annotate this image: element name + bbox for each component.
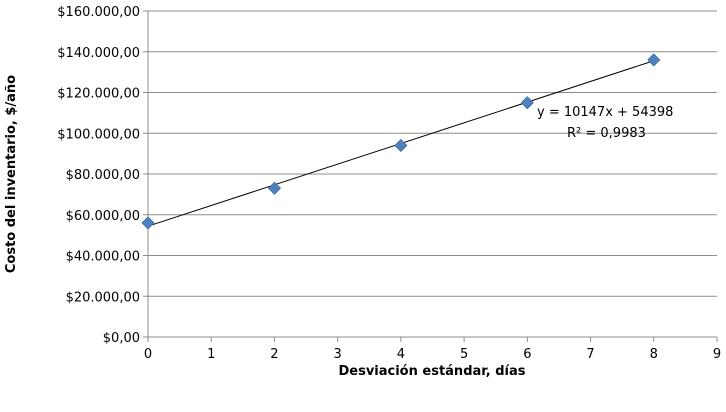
y-tick-label: $60.000,00 — [66, 209, 140, 224]
trendline-equation: y = 10147x + 54398 — [537, 105, 673, 120]
x-tick-label: 7 — [586, 347, 594, 362]
data-point-marker — [520, 96, 534, 110]
data-point-marker — [141, 216, 155, 230]
x-axis-title: Desviación estándar, días — [338, 364, 525, 379]
data-point-marker — [647, 53, 661, 67]
data-points — [141, 53, 661, 230]
x-tick-label: 8 — [650, 347, 658, 362]
y-tick-label: $20.000,00 — [66, 290, 140, 305]
data-point-marker — [394, 138, 408, 153]
x-tick-label: 9 — [713, 347, 721, 362]
y-tick-label: $100.000,00 — [57, 127, 140, 142]
y-tick-label: $0,00 — [103, 331, 140, 346]
y-tick-label: $140.000,00 — [57, 46, 140, 61]
y-axis-title: Costo del inventario, $/año — [4, 75, 19, 273]
y-tick-labels: $0,00 $20.000,00 $40.000,00 $60.000,00 $80.0… — [57, 5, 140, 346]
y-tick-label: $160.000,00 — [57, 5, 140, 20]
x-tick-label: 0 — [144, 347, 152, 362]
data-point-marker — [267, 181, 282, 195]
x-tick-labels: 0 1 2 3 4 5 6 7 8 9 — [144, 347, 721, 362]
x-tick-label: 5 — [460, 347, 468, 362]
x-tick-label: 6 — [523, 347, 531, 362]
y-tick-label: $120.000,00 — [57, 87, 140, 102]
x-tick-label: 2 — [270, 347, 278, 362]
axes — [143, 10, 718, 342]
x-tick-label: 4 — [397, 347, 405, 362]
x-tick-label: 3 — [334, 347, 342, 362]
y-tick-label: $40.000,00 — [66, 250, 140, 265]
r-squared-label: R² = 0,9983 — [567, 126, 646, 141]
y-tick-label: $80.000,00 — [66, 168, 140, 183]
x-tick-label: 1 — [207, 347, 215, 362]
gridlines — [148, 10, 717, 297]
